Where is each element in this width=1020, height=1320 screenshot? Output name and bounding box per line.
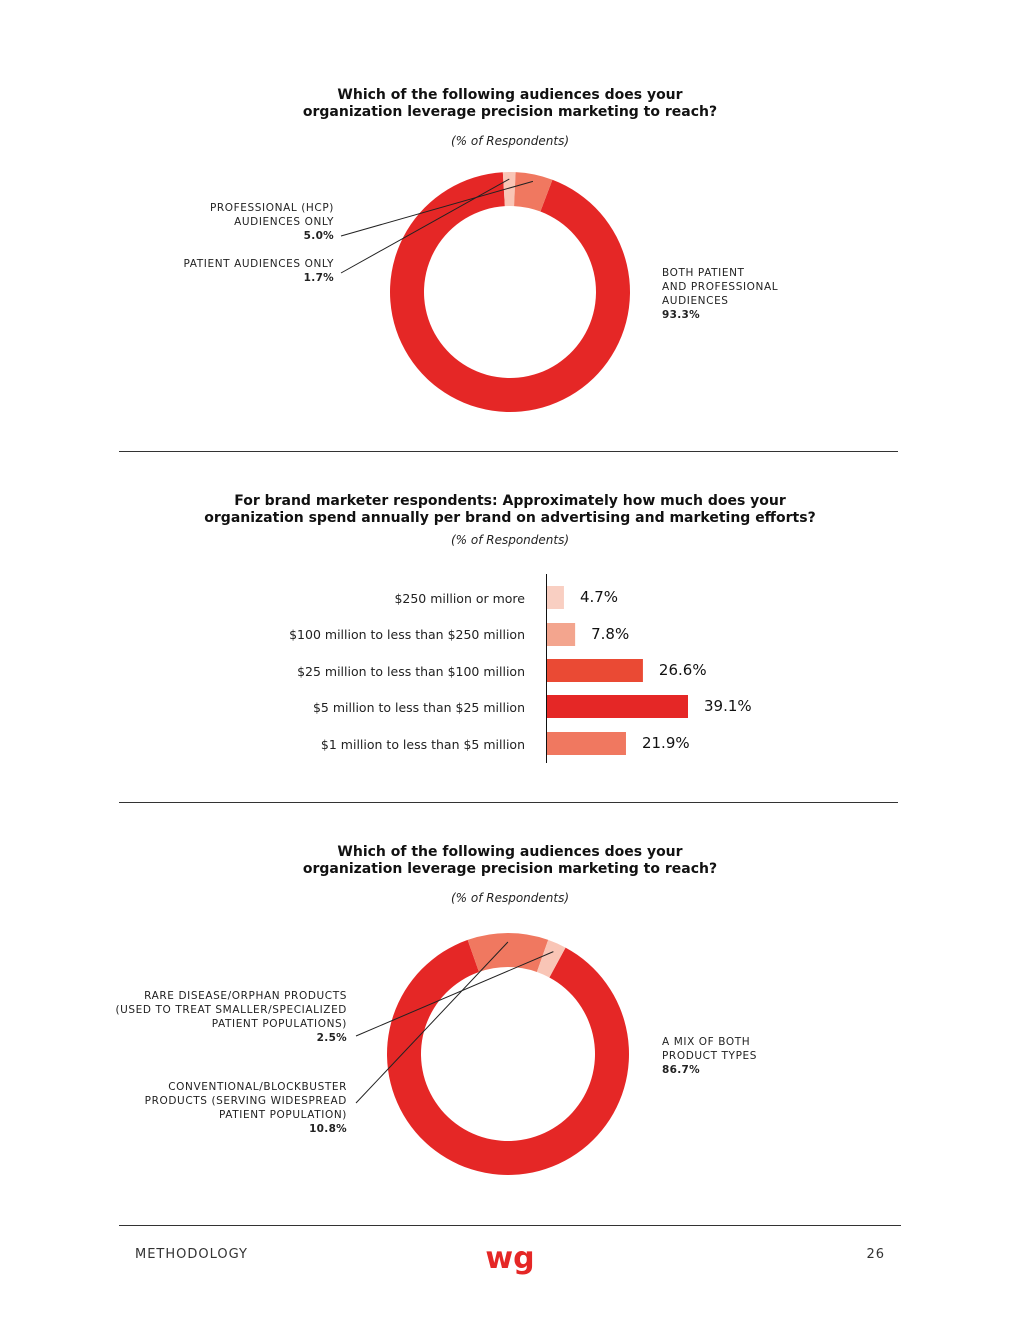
chart2-bar-3	[547, 695, 688, 718]
chart3-callout-mix-value: 86.7%	[662, 1064, 700, 1076]
chart2-bar-0	[547, 586, 564, 609]
chart1-callout-professional-line2: AUDIENCES ONLY	[234, 216, 334, 228]
section-divider-1	[119, 451, 898, 452]
title-line: Which of the following audiences does yo…	[337, 87, 683, 103]
bar-value-100m-250m: 7.8%	[591, 625, 630, 643]
chart3-title: Which of the following audiences does yo…	[0, 844, 1020, 878]
chart1-leader-patient	[340, 178, 510, 274]
chart2-bars	[546, 574, 688, 763]
chart3-callout-conventional-line1: CONVENTIONAL/BLOCKBUSTER	[168, 1081, 347, 1093]
chart3-leader-rare	[355, 951, 554, 1037]
chart1-subtitle: (% of Respondents)	[450, 134, 570, 148]
chart3-slice-2	[536, 939, 566, 978]
chart1-slice-2	[514, 172, 553, 212]
title-line: organization leverage precision marketin…	[302, 861, 718, 877]
chart3-callout-mix-line2: PRODUCT TYPES	[662, 1050, 758, 1062]
title-line: organization spend annually per brand on…	[204, 510, 816, 526]
chart2-bar-2	[547, 659, 643, 682]
chart3-title-text: Which of the following audiences does yo…	[0, 844, 1020, 878]
title-line: Which of the following audiences does yo…	[337, 844, 683, 860]
chart2-subtitle: (% of Respondents)	[450, 533, 570, 547]
chart3-callout-rare-line1: RARE DISEASE/ORPHAN PRODUCTS	[144, 990, 347, 1002]
chart1-slice-0	[390, 172, 631, 412]
footer-section-label: METHODOLOGY	[135, 1247, 249, 1262]
wg-logo: wg	[485, 1241, 534, 1276]
chart1-callout-patient-line1: PATIENT AUDIENCES ONLY	[183, 258, 334, 270]
chart1-callout-both-line3: AUDIENCES	[662, 295, 729, 307]
footer-rule	[119, 1225, 901, 1226]
bar-label-100m-250m: $100 million to less than $250 million	[289, 627, 525, 642]
chart1-donut	[390, 172, 631, 412]
chart3-slice-0	[387, 939, 629, 1175]
chart1-callout-both-line2: AND PROFESSIONAL	[662, 281, 779, 293]
chart2-bar-1	[547, 623, 576, 646]
chart1-callout-patient-value: 1.7%	[303, 272, 334, 284]
chart3-callout-conventional-value: 10.8%	[309, 1123, 347, 1135]
chart3-callout-rare-line3: PATIENT POPULATIONS)	[211, 1018, 347, 1030]
bar-label-1m-5m: $1 million to less than $5 million	[320, 737, 525, 752]
chart3-callout-rare-line2: (USED TO TREAT SMALLER/SPECIALIZED	[115, 1004, 347, 1016]
chart1-callout-professional-line1: PROFESSIONAL (HCP)	[209, 202, 334, 214]
chart3-donut	[387, 933, 629, 1175]
chart1-callout-professional: PROFESSIONAL (HCP) AUDIENCES ONLY 5.0%	[130, 201, 334, 243]
chart1-leader-professional	[340, 180, 534, 237]
footer-page-number: 26	[866, 1247, 885, 1262]
chart1-title-line1: Which of the following audiences does yo…	[0, 87, 1020, 121]
chart3-leader-conventional	[355, 941, 509, 1104]
bar-value-1m-5m: 21.9%	[641, 734, 690, 752]
chart1-callout-both-line1: BOTH PATIENT	[662, 267, 745, 279]
title-line: organization leverage precision marketin…	[302, 104, 718, 120]
chart3-callout-mix-line1: A MIX OF BOTH	[662, 1036, 751, 1048]
chart3-callout-rare: RARE DISEASE/ORPHAN PRODUCTS (USED TO TR…	[90, 989, 347, 1045]
chart1-callout-both: BOTH PATIENT AND PROFESSIONAL AUDIENCES …	[662, 266, 862, 322]
callout-leader-lines	[340, 178, 554, 1104]
title-line: For brand marketer respondents: Approxim…	[234, 493, 786, 509]
bar-label-5m-25m: $5 million to less than $25 million	[312, 700, 525, 715]
chart3-subtitle: (% of Respondents)	[450, 891, 570, 905]
chart1-callout-professional-value: 5.0%	[303, 230, 334, 242]
chart3-callout-conventional-line2: PRODUCTS (SERVING WIDESPREAD	[144, 1095, 347, 1107]
wg-logo-text: wg	[485, 1241, 534, 1276]
chart1-title: Which of the following audiences does yo…	[0, 87, 1020, 121]
chart2-title-text: For brand marketer respondents: Approxim…	[0, 493, 1020, 527]
chart1-callout-patient: PATIENT AUDIENCES ONLY 1.7%	[130, 257, 334, 285]
chart2-title: For brand marketer respondents: Approxim…	[0, 493, 1020, 527]
chart3-callout-rare-value: 2.5%	[316, 1032, 347, 1044]
chart1-callout-both-value: 93.3%	[662, 309, 700, 321]
bar-value-250m-plus: 4.7%	[579, 588, 619, 606]
section-divider-2	[119, 802, 898, 803]
chart3-slice-1	[467, 933, 549, 972]
chart3-callout-mix: A MIX OF BOTH PRODUCT TYPES 86.7%	[662, 1035, 862, 1077]
bar-label-25m-100m: $25 million to less than $100 million	[297, 664, 525, 679]
chart3-callout-conventional: CONVENTIONAL/BLOCKBUSTER PRODUCTS (SERVI…	[90, 1080, 347, 1136]
chart2-bar-4	[547, 732, 626, 755]
bar-value-25m-100m: 26.6%	[658, 661, 707, 679]
chart3-callout-conventional-line3: PATIENT POPULATION)	[219, 1109, 347, 1121]
bar-value-5m-25m: 39.1%	[704, 697, 752, 715]
bar-label-250m-plus: $250 million or more	[394, 591, 525, 606]
